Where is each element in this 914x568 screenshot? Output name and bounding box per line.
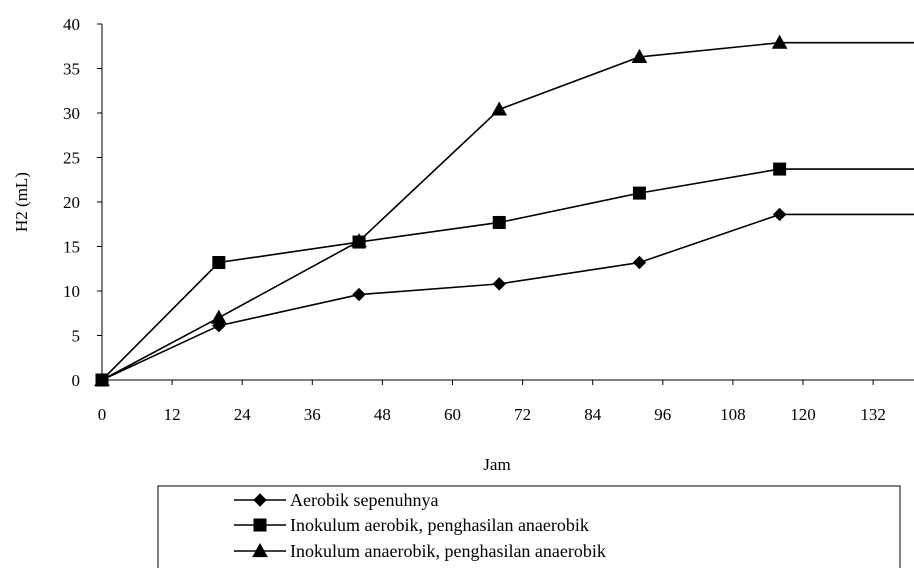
series-2 xyxy=(95,162,914,387)
series-layer xyxy=(94,34,914,387)
y-tick-label: 15 xyxy=(63,238,80,257)
legend-item: Inokulum aerobik, penghasilan anaerobik xyxy=(234,515,589,535)
series-line xyxy=(101,168,914,381)
series-line xyxy=(101,41,914,381)
legend-label: Inokulum anaerobik, penghasilan anaerobi… xyxy=(290,541,606,561)
legend-marker xyxy=(253,493,267,507)
legend-item: Aerobik sepenuhnya xyxy=(234,490,438,510)
data-point xyxy=(492,215,506,229)
x-tick-label: 0 xyxy=(98,405,107,424)
x-tick-label: 48 xyxy=(374,405,391,424)
data-point xyxy=(632,186,646,200)
legend-marker xyxy=(253,518,267,532)
x-tick-label: 36 xyxy=(304,405,321,424)
data-point xyxy=(773,162,787,176)
data-point xyxy=(631,48,648,64)
x-tick-label: 60 xyxy=(444,405,461,424)
data-point xyxy=(491,101,508,116)
data-point xyxy=(212,256,226,270)
legend-label: Aerobik sepenuhnya xyxy=(290,490,438,510)
data-point xyxy=(492,277,506,291)
series-3 xyxy=(94,34,914,387)
data-point xyxy=(94,371,110,387)
x-tick-label: 108 xyxy=(720,405,746,424)
x-tick-label: 132 xyxy=(860,405,886,424)
x-tick-label: 96 xyxy=(654,405,671,424)
x-tick-label: 72 xyxy=(514,405,531,424)
y-tick-label: 5 xyxy=(72,327,81,346)
x-tick-label: 24 xyxy=(234,405,252,424)
x-tick-label: 84 xyxy=(584,405,602,424)
x-axis-title: Jam xyxy=(483,455,510,474)
series-1 xyxy=(95,207,914,387)
y-tick-label: 30 xyxy=(63,104,80,123)
x-tick-label: 12 xyxy=(164,405,181,424)
legend: Aerobik sepenuhnya Inokulum aerobik, peng… xyxy=(157,485,901,568)
data-point xyxy=(210,309,227,324)
data-point xyxy=(772,207,787,222)
y-tick-label: 40 xyxy=(63,15,80,34)
y-tick-label: 0 xyxy=(72,371,81,390)
legend-item: Inokulum anaerobik, penghasilan anaerobi… xyxy=(234,541,606,561)
data-point xyxy=(352,287,366,302)
y-tick-label: 20 xyxy=(63,193,80,212)
axes xyxy=(101,24,914,381)
x-axis-ticks: 0 12 24 36 48 60 72 84 96 108 120 132 xyxy=(98,380,886,424)
y-tick-label: 10 xyxy=(63,282,80,301)
x-tick-label: 120 xyxy=(790,405,816,424)
y-axis-ticks: 0 5 10 15 20 25 30 35 40 xyxy=(63,15,102,390)
data-point xyxy=(771,34,788,49)
data-point xyxy=(351,233,367,248)
legend-marker xyxy=(252,542,268,558)
y-tick-label: 35 xyxy=(63,60,80,79)
data-point xyxy=(632,255,647,270)
y-tick-label: 25 xyxy=(63,149,80,168)
legend-label: Inokulum aerobik, penghasilan anaerobik xyxy=(290,515,589,535)
series-line xyxy=(101,213,914,381)
y-axis-title: H2 (mL) xyxy=(12,172,31,232)
